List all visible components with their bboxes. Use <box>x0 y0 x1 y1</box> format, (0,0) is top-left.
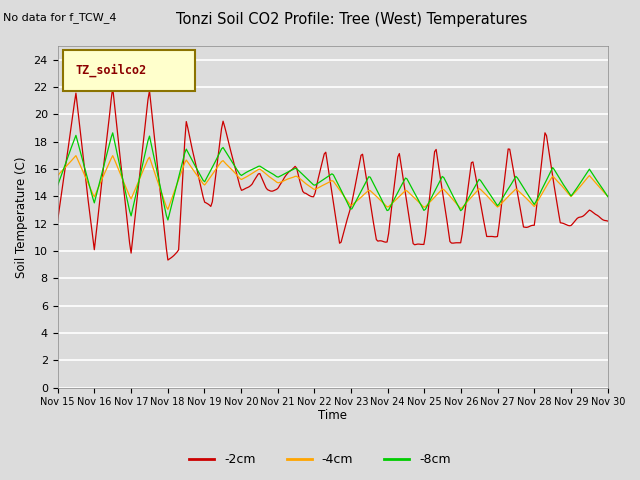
-2cm <box>109 85 116 91</box>
-8cm <box>604 194 612 200</box>
Line: -2cm: -2cm <box>58 88 608 260</box>
Line: -4cm: -4cm <box>58 156 608 209</box>
-4cm <box>164 206 172 212</box>
-8cm <box>164 217 172 223</box>
-8cm <box>577 180 584 186</box>
-4cm <box>54 173 61 179</box>
-2cm <box>221 123 228 129</box>
-2cm <box>604 218 612 224</box>
-2cm <box>123 212 131 217</box>
-2cm <box>239 187 247 192</box>
-2cm <box>248 181 256 187</box>
-2cm <box>577 214 584 220</box>
Text: Tonzi Soil CO2 Profile: Tree (West) Temperatures: Tonzi Soil CO2 Profile: Tree (West) Temp… <box>176 12 528 27</box>
-4cm <box>72 153 80 158</box>
-8cm <box>298 170 305 176</box>
X-axis label: Time: Time <box>318 409 347 422</box>
Text: No data for f_TCW_4: No data for f_TCW_4 <box>3 12 116 23</box>
-8cm <box>54 183 61 189</box>
-2cm <box>298 183 305 189</box>
-8cm <box>221 147 228 153</box>
Y-axis label: Soil Temperature (C): Soil Temperature (C) <box>15 156 28 278</box>
-8cm <box>248 167 256 172</box>
-4cm <box>248 170 256 176</box>
-4cm <box>298 177 305 182</box>
Line: -8cm: -8cm <box>58 133 608 220</box>
-8cm <box>109 130 116 136</box>
-8cm <box>123 194 131 200</box>
-4cm <box>577 184 584 190</box>
-4cm <box>604 193 612 199</box>
-2cm <box>54 218 61 224</box>
-2cm <box>164 257 172 263</box>
-4cm <box>239 176 247 181</box>
-4cm <box>221 159 228 165</box>
-4cm <box>123 186 131 192</box>
FancyBboxPatch shape <box>63 49 195 91</box>
-8cm <box>239 171 247 177</box>
Legend: -2cm, -4cm, -8cm: -2cm, -4cm, -8cm <box>184 448 456 471</box>
Text: TZ_soilco2: TZ_soilco2 <box>75 63 147 77</box>
